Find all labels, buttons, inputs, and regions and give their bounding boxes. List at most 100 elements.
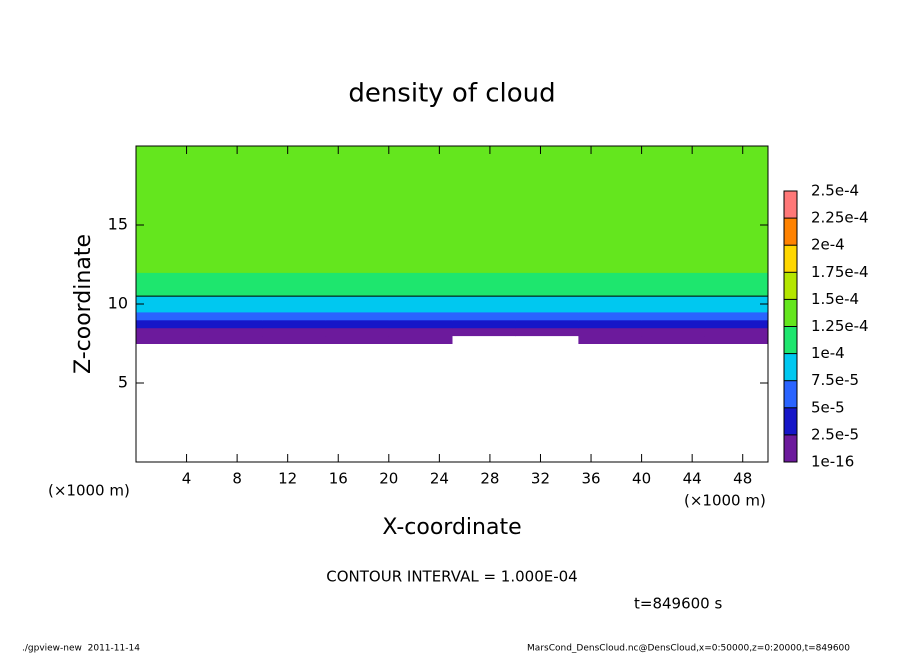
colorbar-label: 2e-4 <box>811 236 845 254</box>
x-unit: (×1000 m) <box>48 482 130 500</box>
cell <box>388 327 453 337</box>
cell <box>704 146 769 273</box>
x-tick-label: 24 <box>430 470 449 488</box>
cell <box>199 146 263 273</box>
cell <box>578 327 643 337</box>
cell <box>515 319 579 329</box>
cell <box>388 335 453 344</box>
colorbar-label: 1.5e-4 <box>811 290 859 308</box>
cell <box>262 335 327 344</box>
cell <box>641 327 706 337</box>
cell <box>262 304 327 313</box>
cell <box>704 335 769 344</box>
cell <box>704 319 769 329</box>
colorbar-band <box>784 326 797 354</box>
cell <box>136 311 200 321</box>
y-tick-label: 15 <box>108 215 128 234</box>
cell <box>199 319 263 329</box>
cell <box>262 296 327 305</box>
cell <box>515 272 579 297</box>
cell <box>388 272 453 297</box>
cell <box>641 311 706 321</box>
x-tick-label: 12 <box>278 470 297 488</box>
cell <box>199 311 263 321</box>
cell <box>515 327 579 337</box>
x-unit: (×1000 m) <box>684 492 766 510</box>
cell <box>325 304 390 313</box>
cell <box>388 319 453 329</box>
colorbar-band <box>784 407 797 435</box>
cell <box>578 304 643 313</box>
x-axis-label: X-coordinate <box>382 515 521 540</box>
cell <box>641 335 706 344</box>
colorbar-band <box>784 434 797 462</box>
cell <box>515 311 579 321</box>
cell <box>641 272 706 297</box>
cell <box>641 319 706 329</box>
cell <box>262 319 327 329</box>
colorbar-label: 1e-16 <box>811 453 854 471</box>
cell <box>452 146 516 273</box>
colorbar-label: 1.75e-4 <box>811 263 869 281</box>
cell <box>262 146 327 273</box>
x-tick-label: 40 <box>632 470 651 488</box>
colorbar-label: 1e-4 <box>811 344 845 362</box>
colorbar-label: 5e-5 <box>811 398 845 416</box>
cell <box>704 311 769 321</box>
cell <box>325 311 390 321</box>
colorbar-band <box>784 245 797 273</box>
cell <box>515 146 579 273</box>
cell <box>325 272 390 297</box>
cell <box>136 319 200 329</box>
cell <box>578 272 643 297</box>
cell <box>388 304 453 313</box>
cell <box>388 146 453 273</box>
cell <box>325 146 390 273</box>
cell <box>452 272 516 297</box>
footer-right: MarsCond_DensCloud.nc@DensCloud,x=0:5000… <box>527 644 850 654</box>
contour-interval: CONTOUR INTERVAL = 1.000E-04 <box>326 568 577 586</box>
cell <box>136 272 200 297</box>
cell <box>452 319 516 329</box>
x-tick-label: 44 <box>683 470 702 488</box>
cell <box>452 311 516 321</box>
cell <box>452 296 516 305</box>
cell <box>641 146 706 273</box>
x-tick-label: 20 <box>379 470 398 488</box>
cell <box>199 296 263 305</box>
y-axis-label: Z-coordinate <box>71 234 96 374</box>
cell <box>704 304 769 313</box>
cell <box>578 319 643 329</box>
cell <box>704 327 769 337</box>
colorbar-band <box>784 380 797 408</box>
cell <box>199 304 263 313</box>
cell <box>325 319 390 329</box>
cell <box>199 335 263 344</box>
cell <box>578 311 643 321</box>
colorbar-band <box>784 299 797 327</box>
colorbar-label: 2.25e-4 <box>811 209 869 227</box>
colorbar-label: 7.5e-5 <box>811 371 859 389</box>
cell <box>325 296 390 305</box>
cell <box>578 296 643 305</box>
x-tick-label: 36 <box>581 470 600 488</box>
cell <box>262 272 327 297</box>
cell <box>136 296 200 305</box>
cell <box>641 304 706 313</box>
cell <box>136 327 200 337</box>
x-tick-label: 4 <box>182 470 192 488</box>
cell <box>325 335 390 344</box>
x-tick-label: 48 <box>733 470 752 488</box>
time-label: t=849600 s <box>634 595 722 613</box>
cell <box>136 335 200 344</box>
cell <box>515 296 579 305</box>
colorbar-label: 2.5e-4 <box>811 182 859 200</box>
x-tick-label: 32 <box>531 470 550 488</box>
colorbar-band <box>784 353 797 381</box>
cell <box>262 327 327 337</box>
cell <box>388 296 453 305</box>
colorbar-band <box>784 218 797 246</box>
cell <box>325 327 390 337</box>
cell <box>704 272 769 297</box>
